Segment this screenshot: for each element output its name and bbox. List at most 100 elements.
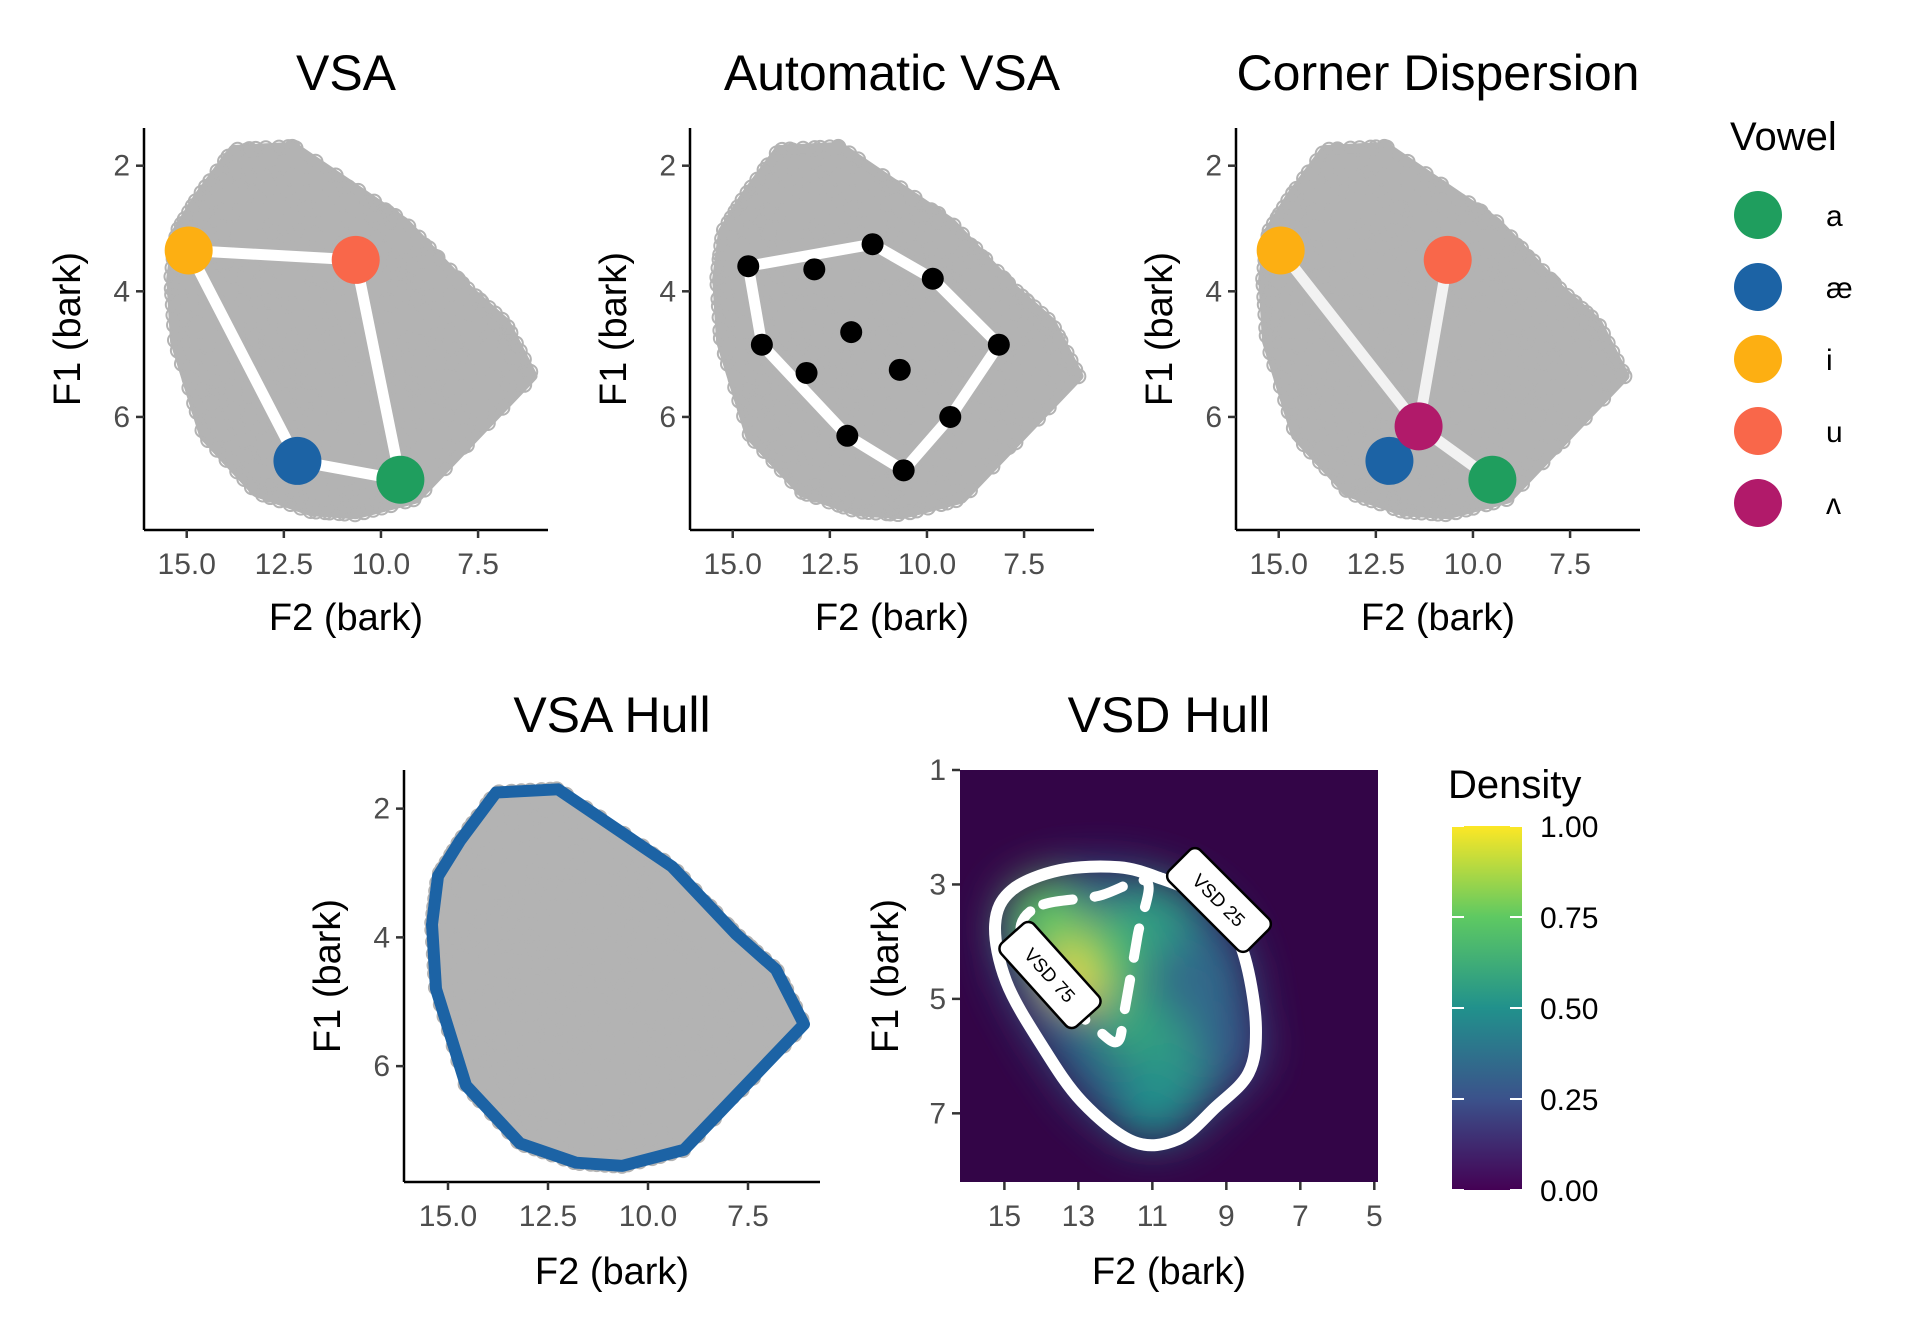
x-axis-label: F2 (bark) <box>815 597 969 639</box>
cloud-point <box>1458 501 1475 518</box>
cloud-point <box>690 934 707 951</box>
vowel-point-u <box>331 235 380 284</box>
cloud-point <box>890 506 907 523</box>
cloud-point <box>612 1113 629 1130</box>
cloud-point <box>1491 342 1508 359</box>
cloud-point <box>1331 387 1348 404</box>
cloud-point <box>272 158 289 175</box>
cloud-point <box>636 1040 653 1057</box>
cloud-point <box>729 323 746 340</box>
cloud-point <box>716 345 733 362</box>
cloud-point <box>533 907 550 924</box>
y-axis-label: F1 (bark) <box>1139 252 1181 406</box>
cloud-point <box>1377 192 1394 209</box>
cloud-point <box>643 1008 660 1025</box>
cloud-point <box>1447 324 1464 341</box>
cloud-point <box>723 995 740 1012</box>
cloud-point <box>255 220 272 237</box>
cloud-point <box>529 1070 546 1087</box>
cloud-point <box>707 1032 724 1049</box>
cloud-point <box>1582 309 1599 326</box>
cloud-point <box>865 462 882 479</box>
cloud-point <box>519 865 536 882</box>
cloud-point <box>1312 427 1329 444</box>
data-cloud <box>1255 138 1633 523</box>
cloud-point <box>588 824 605 841</box>
cloud-point <box>1359 378 1376 395</box>
cloud-point <box>901 324 918 341</box>
cloud-point <box>651 1084 668 1101</box>
cloud-point <box>902 408 919 425</box>
cloud-point <box>780 290 797 307</box>
cloud-point <box>208 269 225 286</box>
legend-label: ʌ <box>1826 488 1841 521</box>
cloud-point <box>709 269 726 286</box>
cloud-point <box>1326 290 1343 307</box>
cloud-point <box>449 270 466 287</box>
dispersion-line <box>1275 244 1425 432</box>
automatic-vsa-panel: Automatic VSA 2 4 6 15.0 12.5 10.0 7.5 F2 (ba… <box>593 45 1094 639</box>
cloud-point <box>407 291 424 308</box>
cloud-point <box>555 994 572 1011</box>
cloud-point <box>727 379 744 396</box>
cloud-point <box>1578 304 1595 321</box>
cloud-point <box>302 386 319 403</box>
cloud-point <box>714 230 731 247</box>
cloud-point <box>1417 166 1434 183</box>
cloud-point <box>520 811 537 828</box>
cloud-point <box>323 302 340 319</box>
cloud-point <box>868 180 885 197</box>
cloud-point <box>422 287 439 304</box>
cloud-point <box>676 919 693 936</box>
cloud-point <box>1306 203 1323 220</box>
cloud-point <box>214 224 231 241</box>
x-tick-label: 15.0 <box>158 548 216 581</box>
cloud-point <box>1328 447 1345 464</box>
cloud-point <box>891 301 908 318</box>
centroid-point <box>737 255 760 278</box>
cloud-point <box>506 904 523 921</box>
cloud-point <box>804 463 821 480</box>
cloud-point <box>930 206 947 223</box>
cloud-point <box>938 383 955 400</box>
cloud-point <box>744 205 761 222</box>
y-tick-label: 5 <box>929 983 946 1016</box>
cloud-point <box>1309 172 1326 189</box>
x-tick-label: 15.0 <box>704 548 762 581</box>
cloud-point <box>392 383 409 400</box>
y-axis-label: F1 (bark) <box>47 252 89 406</box>
cloud-point <box>1431 485 1448 502</box>
cloud-point <box>451 881 468 898</box>
x-tick-label: 10.0 <box>619 1200 677 1233</box>
cloud-point <box>1594 325 1611 342</box>
cloud-point <box>1330 473 1347 490</box>
cloud-point <box>247 140 264 157</box>
cloud-point <box>1375 485 1392 502</box>
cloud-point <box>1272 378 1289 395</box>
cloud-point <box>455 409 472 426</box>
x-tick-label: 12.5 <box>1347 548 1405 581</box>
x-axis-label: F2 (bark) <box>1092 1251 1246 1293</box>
cloud-point <box>584 1112 601 1129</box>
cloud-point <box>399 330 416 347</box>
cloud-point <box>515 351 532 368</box>
cloud-point <box>725 1058 742 1075</box>
cloud-point <box>601 900 618 917</box>
cloud-point <box>1537 396 1554 413</box>
cloud-point <box>1484 383 1501 400</box>
cloud-point <box>256 168 273 185</box>
cloud-point <box>577 1049 594 1066</box>
legend-item-wedge: ʌ <box>1734 479 1841 527</box>
cloud-point <box>300 373 317 390</box>
cloud-point <box>660 1031 677 1048</box>
cloud-point <box>307 153 324 170</box>
cloud-point <box>1536 326 1553 343</box>
cloud-point <box>874 330 891 347</box>
x-tick-label: 15.0 <box>1250 548 1308 581</box>
centroid-point <box>795 361 818 384</box>
cloud-point <box>915 391 932 408</box>
cloud-point <box>617 949 634 966</box>
cloud-point <box>683 898 700 915</box>
cloud-point <box>741 963 758 980</box>
cloud-point <box>356 408 373 425</box>
